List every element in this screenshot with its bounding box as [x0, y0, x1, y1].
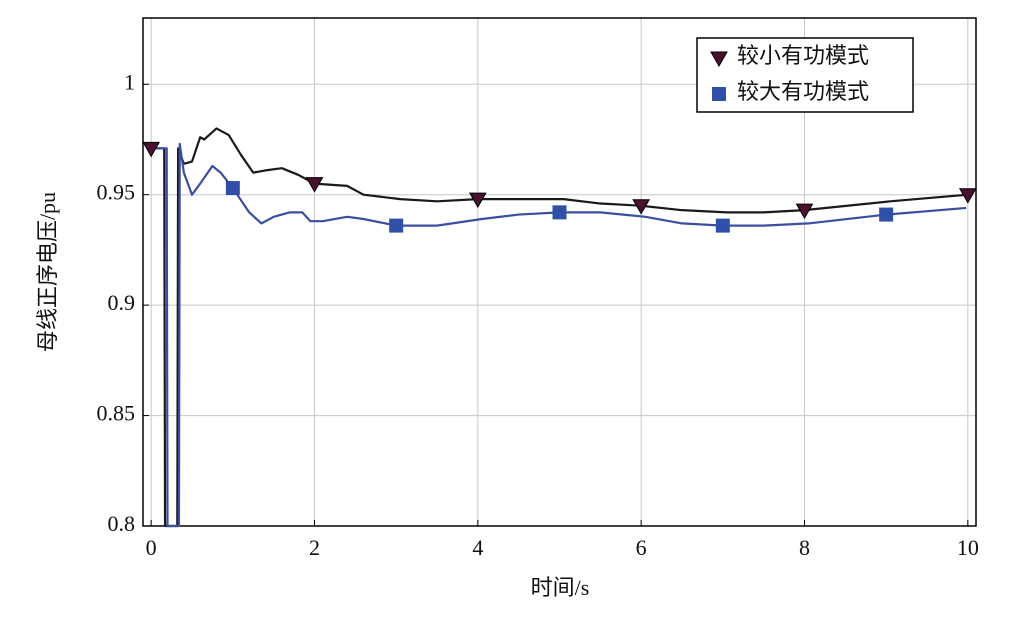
x-tick-label: 4	[472, 535, 483, 560]
x-tick-label: 10	[957, 535, 979, 560]
x-tick-label: 6	[636, 535, 647, 560]
marker	[552, 205, 567, 220]
marker	[795, 203, 814, 220]
marker	[468, 192, 487, 209]
marker	[879, 207, 894, 222]
marker	[958, 188, 977, 204]
marker	[142, 141, 161, 158]
legend-label: 较小有功模式	[737, 43, 869, 68]
y-tick-label: 1	[124, 69, 135, 94]
x-tick-label: 8	[799, 535, 810, 560]
x-tick-label: 0	[146, 535, 157, 560]
x-tick-label: 2	[309, 535, 320, 560]
y-tick-label: 0.85	[97, 401, 136, 426]
y-axis-label: 母线正序电压/pu	[35, 192, 60, 352]
legend-marker	[712, 87, 726, 101]
y-tick-label: 0.9	[108, 290, 136, 315]
plot-frame	[142, 17, 977, 527]
y-tick-label: 0.95	[97, 180, 136, 205]
y-tick-label: 0.8	[108, 511, 136, 536]
series-line	[155, 142, 967, 528]
legend-marker	[710, 51, 728, 68]
series-line	[151, 127, 968, 528]
marker	[305, 177, 324, 193]
x-axis-label: 时间/s	[531, 575, 590, 600]
marker	[632, 199, 651, 215]
legend-label: 较大有功模式	[737, 79, 869, 104]
marker	[389, 218, 404, 233]
marker	[225, 181, 240, 196]
legend-box	[696, 37, 914, 113]
marker	[715, 218, 730, 233]
